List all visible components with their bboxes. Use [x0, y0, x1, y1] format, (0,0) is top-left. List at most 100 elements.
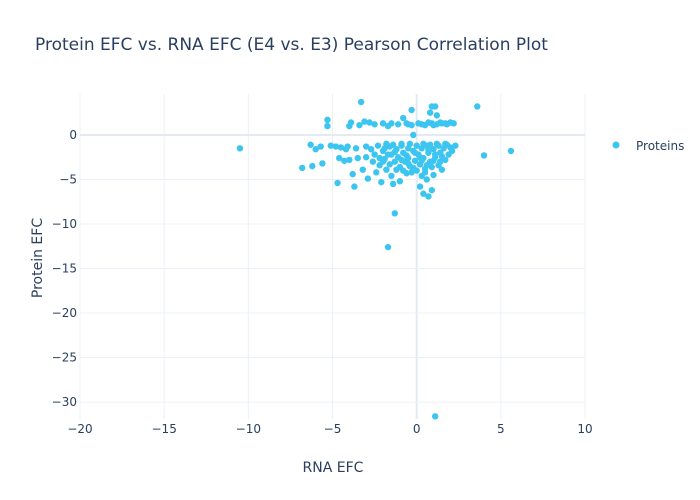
- data-point: [352, 145, 360, 152]
- data-point: [332, 143, 340, 150]
- data-point: [376, 154, 383, 162]
- data-point: [428, 163, 436, 171]
- y-axis-title: Protein EFC: [30, 218, 46, 298]
- data-point: [428, 186, 436, 194]
- data-point: [361, 118, 368, 125]
- legend-label: Proteins: [636, 139, 684, 153]
- y-tick-label: −15: [52, 262, 77, 276]
- data-point: [431, 413, 439, 420]
- data-point: [379, 120, 387, 127]
- data-point: [421, 169, 429, 176]
- x-tick-label: −15: [152, 422, 177, 436]
- data-point: [438, 166, 446, 173]
- data-point: [405, 160, 412, 167]
- data-point: [474, 103, 481, 110]
- data-point: [423, 176, 430, 183]
- data-point: [426, 109, 434, 116]
- data-point: [366, 119, 373, 126]
- data-point: [336, 154, 343, 162]
- data-point: [411, 149, 419, 156]
- data-point: [383, 166, 390, 173]
- data-point: [317, 143, 324, 150]
- data-point: [371, 121, 378, 128]
- data-point: [384, 151, 392, 158]
- data-point: [327, 142, 335, 149]
- data-point: [430, 146, 437, 153]
- data-point: [396, 178, 404, 185]
- data-point: [309, 162, 316, 170]
- data-point: [431, 151, 439, 158]
- data-point: [299, 164, 306, 172]
- data-point: [433, 112, 441, 119]
- legend-item-proteins[interactable]: Proteins: [612, 139, 685, 153]
- data-point: [389, 141, 397, 148]
- x-tick-label: 5: [497, 422, 505, 436]
- data-point: [420, 140, 427, 148]
- data-point: [319, 160, 326, 167]
- data-point: [430, 171, 437, 179]
- y-tick-label: −5: [59, 172, 77, 186]
- data-point: [351, 183, 358, 190]
- data-point: [408, 106, 415, 114]
- data-point: [381, 145, 388, 152]
- x-tick-label: −10: [236, 422, 261, 436]
- data-point: [423, 162, 430, 169]
- data-point: [394, 121, 402, 128]
- data-point: [430, 121, 437, 129]
- data-point: [324, 122, 331, 130]
- data-point: [411, 157, 419, 164]
- data-point: [438, 153, 446, 160]
- data-point: [359, 166, 366, 173]
- data-point: [346, 156, 353, 164]
- x-axis-title: RNA EFC: [303, 460, 364, 476]
- y-tick-label: −25: [52, 351, 77, 365]
- x-tick-label: 0: [413, 422, 421, 436]
- data-point: [405, 121, 412, 128]
- data-point: [437, 158, 444, 165]
- data-point: [442, 120, 449, 127]
- data-point: [357, 98, 365, 106]
- data-point: [420, 190, 427, 197]
- x-tick-label: −5: [324, 422, 342, 436]
- data-point: [410, 164, 417, 172]
- data-point: [430, 157, 437, 164]
- data-point: [378, 178, 385, 186]
- data-point: [386, 161, 393, 168]
- chart-title: Protein EFC vs. RNA EFC (E4 vs. E3) Pear…: [35, 35, 548, 55]
- y-tick-label: −10: [52, 217, 77, 231]
- data-point: [410, 131, 417, 139]
- data-point: [416, 154, 424, 161]
- data-point: [371, 151, 378, 158]
- grid: [79, 94, 586, 419]
- data-point: [507, 147, 515, 155]
- x-tick-label: 10: [577, 422, 592, 436]
- data-points: [236, 98, 515, 420]
- data-point: [433, 140, 441, 148]
- data-point: [413, 142, 420, 149]
- data-point: [312, 146, 319, 153]
- data-point: [398, 140, 405, 148]
- data-point: [384, 243, 392, 251]
- data-point: [452, 142, 459, 149]
- data-point: [425, 146, 432, 154]
- data-point: [391, 148, 398, 156]
- data-point: [398, 156, 405, 164]
- data-point: [337, 144, 345, 151]
- data-point: [425, 193, 432, 200]
- data-point: [373, 169, 380, 176]
- data-point: [450, 120, 457, 127]
- data-point: [236, 145, 244, 152]
- data-point: [362, 143, 370, 150]
- data-point: [393, 166, 400, 173]
- data-point: [354, 154, 361, 162]
- data-point: [389, 180, 397, 188]
- y-tick-label: −20: [52, 306, 77, 320]
- legend-marker: [612, 141, 620, 149]
- data-point: [388, 172, 395, 180]
- data-point: [403, 152, 410, 159]
- data-point: [431, 103, 439, 110]
- data-point: [368, 146, 375, 153]
- data-point: [369, 158, 377, 165]
